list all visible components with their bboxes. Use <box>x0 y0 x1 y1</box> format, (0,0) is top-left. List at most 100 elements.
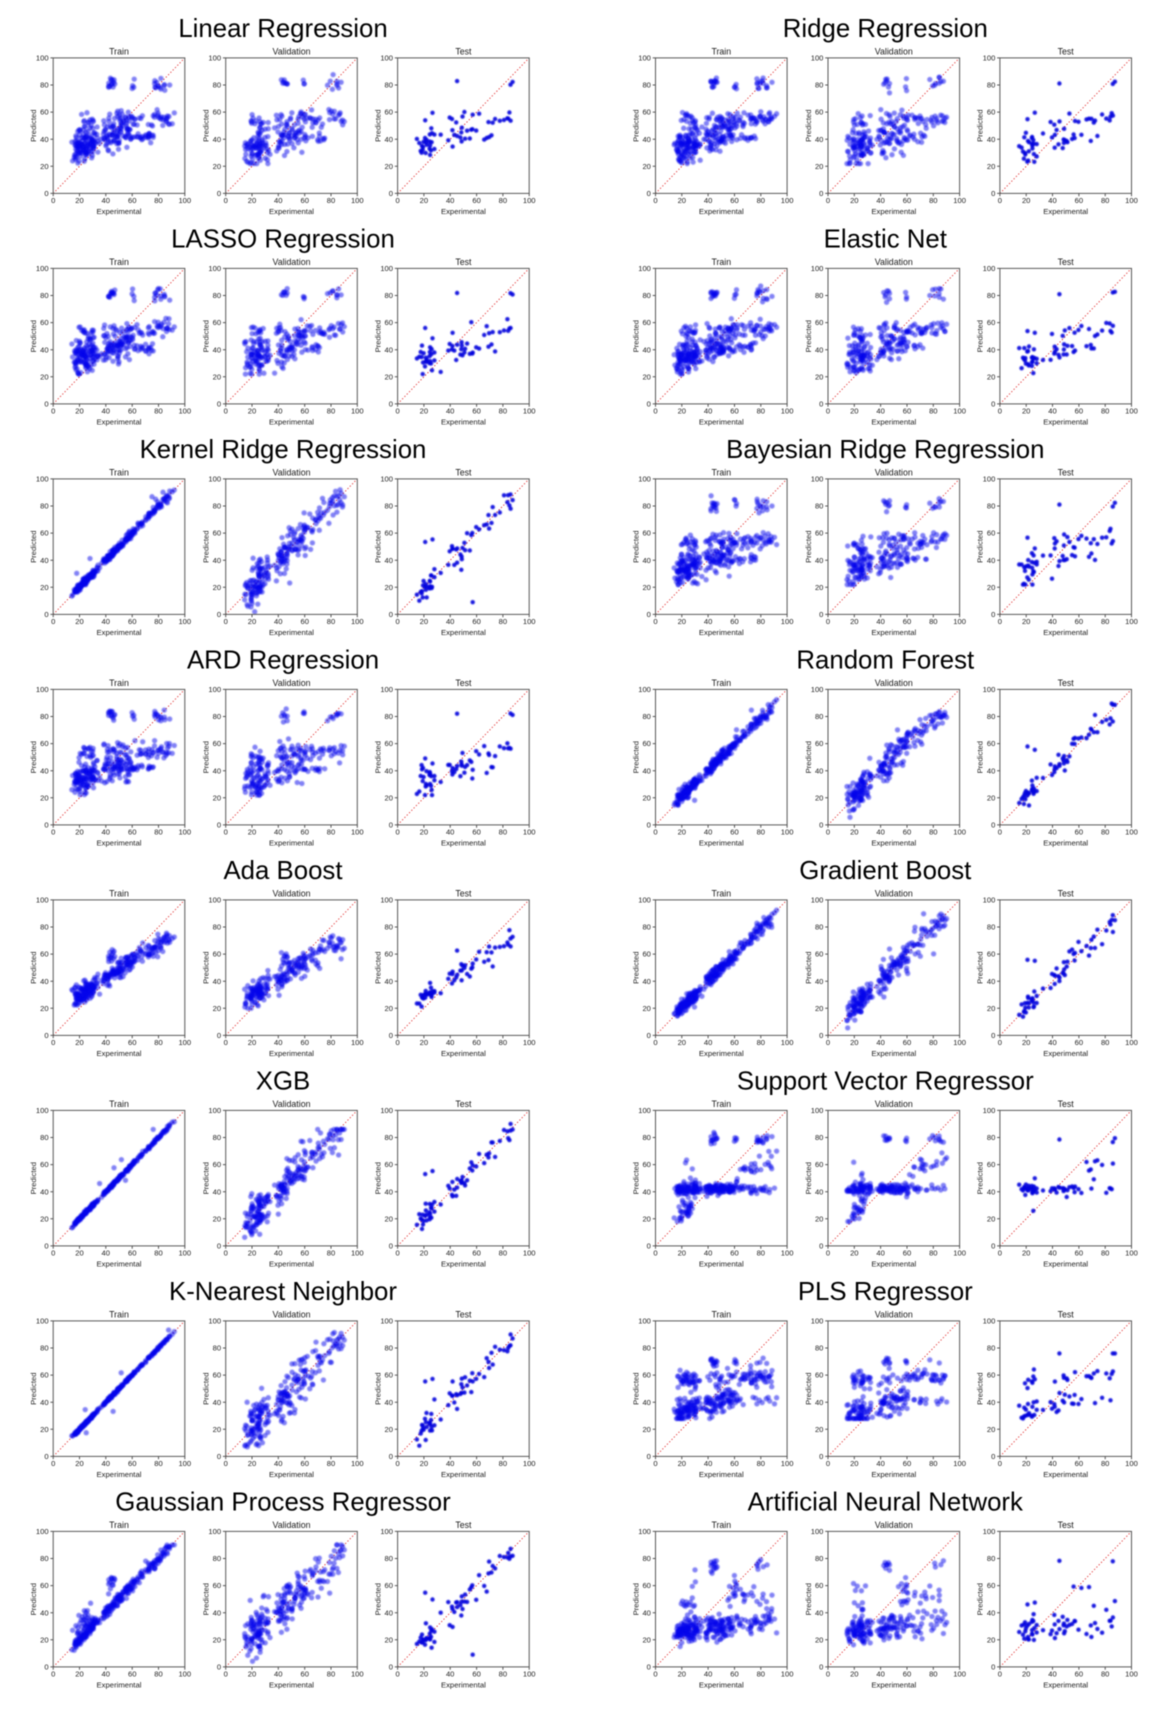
svg-text:20: 20 <box>642 583 650 592</box>
svg-text:0: 0 <box>653 617 657 626</box>
svg-text:80: 80 <box>40 712 48 721</box>
svg-text:0: 0 <box>224 407 228 416</box>
svg-text:Validation: Validation <box>875 46 913 56</box>
svg-text:Experimental: Experimental <box>699 628 744 637</box>
svg-text:Validation: Validation <box>273 467 311 477</box>
svg-text:80: 80 <box>385 81 393 90</box>
svg-text:Experimental: Experimental <box>441 839 486 848</box>
svg-text:Predicted: Predicted <box>976 320 985 352</box>
svg-text:Validation: Validation <box>875 257 913 267</box>
svg-text:0: 0 <box>826 617 830 626</box>
svg-text:0: 0 <box>647 400 651 409</box>
svg-text:80: 80 <box>499 196 507 205</box>
svg-text:20: 20 <box>213 372 221 381</box>
svg-text:40: 40 <box>274 196 282 205</box>
svg-text:60: 60 <box>642 529 650 538</box>
svg-text:Train: Train <box>711 46 731 56</box>
svg-text:20: 20 <box>213 162 221 171</box>
svg-text:100: 100 <box>36 264 49 273</box>
svg-text:20: 20 <box>678 196 686 205</box>
svg-text:100: 100 <box>983 264 996 273</box>
svg-text:100: 100 <box>781 617 794 626</box>
svg-text:Experimental: Experimental <box>1043 628 1088 637</box>
svg-text:0: 0 <box>395 407 399 416</box>
svg-text:0: 0 <box>389 821 393 830</box>
svg-text:60: 60 <box>815 529 823 538</box>
svg-text:Predicted: Predicted <box>202 530 211 562</box>
svg-text:40: 40 <box>642 135 650 144</box>
svg-text:0: 0 <box>44 189 48 198</box>
svg-text:60: 60 <box>730 196 738 205</box>
svg-text:Test: Test <box>455 257 472 267</box>
svg-text:60: 60 <box>730 617 738 626</box>
svg-text:20: 20 <box>385 583 393 592</box>
svg-text:40: 40 <box>1048 196 1056 205</box>
svg-text:20: 20 <box>642 372 650 381</box>
svg-text:20: 20 <box>850 407 858 416</box>
svg-text:40: 40 <box>815 345 823 354</box>
svg-text:60: 60 <box>213 529 221 538</box>
svg-text:0: 0 <box>647 189 651 198</box>
svg-text:40: 40 <box>213 135 221 144</box>
svg-text:60: 60 <box>903 196 911 205</box>
svg-text:60: 60 <box>903 617 911 626</box>
svg-text:80: 80 <box>757 407 765 416</box>
svg-text:60: 60 <box>472 617 480 626</box>
svg-text:40: 40 <box>385 345 393 354</box>
svg-text:20: 20 <box>420 196 428 205</box>
svg-text:20: 20 <box>385 793 393 802</box>
svg-text:40: 40 <box>40 345 48 354</box>
svg-text:60: 60 <box>987 108 995 117</box>
svg-text:Random Forest: Random Forest <box>796 646 974 674</box>
svg-text:80: 80 <box>154 828 162 837</box>
svg-text:Experimental: Experimental <box>97 418 142 427</box>
svg-text:40: 40 <box>446 828 454 837</box>
svg-text:0: 0 <box>998 196 1002 205</box>
svg-text:Predicted: Predicted <box>976 109 985 141</box>
svg-text:Predicted: Predicted <box>631 320 640 352</box>
svg-text:Linear Regression: Linear Regression <box>178 15 387 43</box>
svg-text:80: 80 <box>987 81 995 90</box>
svg-text:80: 80 <box>327 828 335 837</box>
svg-text:100: 100 <box>811 264 824 273</box>
svg-text:100: 100 <box>178 828 191 837</box>
svg-text:100: 100 <box>983 54 996 63</box>
svg-text:0: 0 <box>991 189 995 198</box>
svg-text:40: 40 <box>385 135 393 144</box>
svg-text:80: 80 <box>40 502 48 511</box>
svg-text:Train: Train <box>109 46 129 56</box>
svg-text:Train: Train <box>711 257 731 267</box>
svg-text:60: 60 <box>128 196 136 205</box>
svg-text:Test: Test <box>1058 46 1075 56</box>
svg-text:100: 100 <box>1125 617 1138 626</box>
svg-text:Train: Train <box>109 467 129 477</box>
svg-text:Test: Test <box>1058 467 1075 477</box>
svg-text:Validation: Validation <box>875 467 913 477</box>
svg-text:Validation: Validation <box>273 257 311 267</box>
svg-text:80: 80 <box>40 291 48 300</box>
svg-text:60: 60 <box>40 318 48 327</box>
svg-text:40: 40 <box>213 345 221 354</box>
svg-text:Ridge Regression: Ridge Regression <box>783 15 988 43</box>
svg-text:Predicted: Predicted <box>631 109 640 141</box>
svg-text:80: 80 <box>987 502 995 511</box>
svg-text:20: 20 <box>815 372 823 381</box>
svg-text:0: 0 <box>217 400 221 409</box>
svg-text:100: 100 <box>953 407 966 416</box>
svg-text:Experimental: Experimental <box>441 418 486 427</box>
svg-text:100: 100 <box>983 475 996 484</box>
svg-text:20: 20 <box>213 583 221 592</box>
svg-text:60: 60 <box>385 108 393 117</box>
svg-text:80: 80 <box>40 81 48 90</box>
svg-text:40: 40 <box>1048 617 1056 626</box>
svg-text:100: 100 <box>380 264 393 273</box>
svg-text:Predicted: Predicted <box>202 741 211 773</box>
svg-text:100: 100 <box>953 196 966 205</box>
svg-text:80: 80 <box>385 291 393 300</box>
svg-text:0: 0 <box>217 610 221 619</box>
svg-text:Predicted: Predicted <box>804 320 813 352</box>
svg-text:Train: Train <box>711 467 731 477</box>
svg-text:Predicted: Predicted <box>29 741 38 773</box>
svg-text:80: 80 <box>1101 617 1109 626</box>
svg-text:40: 40 <box>102 828 110 837</box>
